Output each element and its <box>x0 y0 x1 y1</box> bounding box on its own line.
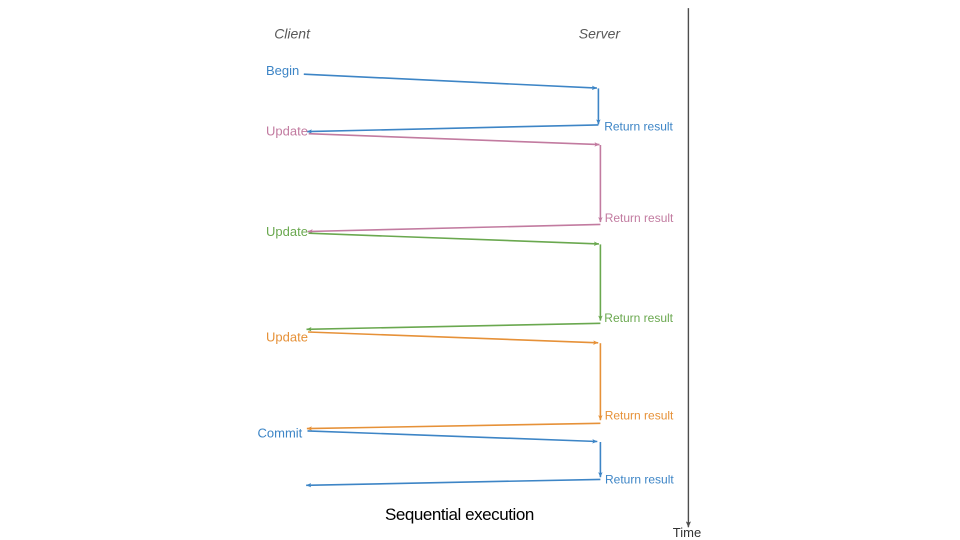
svg-text:Commit: Commit <box>258 425 303 440</box>
svg-text:Update: Update <box>266 330 308 345</box>
svg-text:Update: Update <box>266 224 308 239</box>
svg-text:Return result: Return result <box>604 120 673 134</box>
svg-text:Return result: Return result <box>605 211 674 225</box>
svg-text:Client: Client <box>274 26 311 42</box>
svg-text:Time: Time <box>673 525 701 540</box>
svg-text:Begin: Begin <box>266 63 299 78</box>
svg-text:Return result: Return result <box>605 408 674 422</box>
svg-text:Return result: Return result <box>604 311 673 325</box>
svg-text:Update: Update <box>266 124 308 139</box>
svg-text:Server: Server <box>579 26 622 42</box>
svg-text:Return result: Return result <box>605 472 674 486</box>
svg-text:Sequential execution: Sequential execution <box>385 505 534 524</box>
